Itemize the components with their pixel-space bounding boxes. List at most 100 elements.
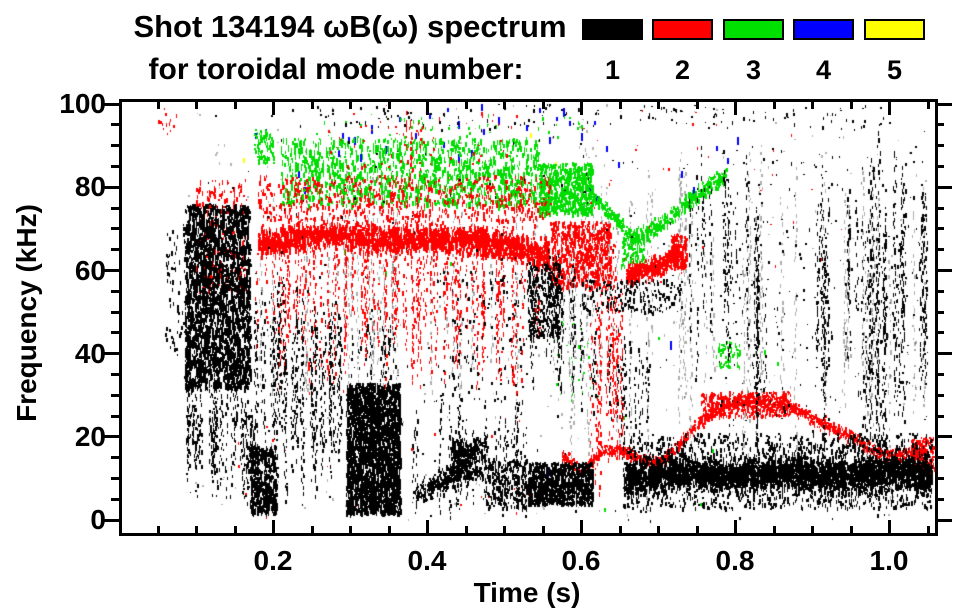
x-minor-tick: [387, 102, 391, 109]
y-tick-label: 40: [74, 337, 106, 369]
x-minor-tick: [541, 526, 545, 533]
legend-label-n5: 5: [886, 55, 903, 85]
x-tick-label: 0.4: [407, 545, 447, 576]
x-minor-tick: [657, 102, 660, 109]
x-minor-tick: [195, 526, 198, 533]
y-minor-tick: [936, 393, 944, 397]
x-minor-tick: [772, 526, 776, 533]
x-minor-tick: [310, 102, 314, 109]
x-major-tick: [272, 102, 275, 115]
y-major-tick: [103, 102, 119, 106]
y-major-tick: [103, 269, 119, 273]
y-minor-tick: [111, 476, 119, 480]
y-minor-tick: [111, 165, 119, 169]
y-minor-tick: [111, 248, 119, 252]
y-minor-tick: [936, 206, 944, 210]
legend-swatch-n3: [723, 19, 784, 40]
x-major-tick: [426, 520, 429, 533]
x-minor-tick: [464, 102, 468, 109]
y-tick-label: 20: [74, 420, 106, 452]
y-minor-tick: [936, 310, 944, 314]
y-minor-tick: [111, 414, 119, 418]
x-minor-tick: [503, 102, 506, 109]
y-major-tick: [936, 102, 952, 106]
x-minor-tick: [811, 526, 814, 533]
y-minor-tick: [936, 144, 944, 148]
y-major-tick: [936, 269, 952, 273]
x-minor-tick: [618, 526, 622, 533]
figure-subtitle: for toroidal mode number:: [148, 53, 524, 86]
y-major-tick: [103, 185, 119, 189]
y-minor-tick: [936, 248, 944, 252]
y-axis-label: Frequency (kHz): [11, 204, 42, 422]
x-minor-tick: [156, 526, 160, 533]
x-tick-label: 1.0: [869, 545, 909, 576]
x-minor-tick: [156, 102, 160, 109]
y-minor-tick: [111, 123, 119, 127]
x-major-tick: [580, 102, 583, 115]
x-minor-tick: [233, 526, 237, 533]
y-major-tick: [936, 435, 952, 439]
x-minor-tick: [849, 102, 853, 109]
y-minor-tick: [111, 456, 119, 460]
y-minor-tick: [936, 372, 944, 376]
legend-label-n4: 4: [815, 55, 832, 85]
legend-label-n2: 2: [674, 55, 691, 85]
x-major-tick: [580, 520, 583, 533]
x-minor-tick: [772, 102, 776, 109]
y-minor-tick: [111, 206, 119, 210]
y-minor-tick: [936, 331, 944, 335]
legend-swatch-n4: [793, 19, 854, 40]
x-minor-tick: [849, 526, 853, 533]
y-tick-label: 0: [90, 504, 106, 535]
x-minor-tick: [811, 102, 814, 109]
legend-swatch-n2: [652, 19, 713, 40]
x-minor-tick: [503, 526, 506, 533]
x-major-tick: [272, 520, 275, 533]
y-minor-tick: [936, 497, 944, 501]
x-minor-tick: [695, 526, 699, 533]
y-major-tick: [936, 518, 952, 522]
y-major-tick: [936, 352, 952, 356]
y-major-tick: [936, 185, 952, 189]
x-tick-label: 0.6: [561, 545, 601, 576]
x-minor-tick: [926, 526, 930, 533]
y-minor-tick: [936, 227, 944, 231]
y-minor-tick: [111, 289, 119, 293]
x-minor-tick: [349, 102, 352, 109]
legend-label-n1: 1: [604, 55, 621, 85]
x-minor-tick: [310, 526, 314, 533]
x-major-tick: [426, 102, 429, 115]
y-minor-tick: [936, 289, 944, 293]
y-major-tick: [103, 518, 119, 522]
x-major-tick: [888, 102, 891, 115]
legend-label-n3: 3: [745, 55, 762, 85]
plot-frame: [119, 99, 938, 536]
y-minor-tick: [111, 497, 119, 501]
legend-swatch-n1: [582, 19, 643, 40]
y-tick-label: 100: [59, 88, 106, 120]
y-minor-tick: [936, 414, 944, 418]
x-minor-tick: [195, 102, 198, 109]
y-tick-label: 60: [74, 254, 106, 286]
y-minor-tick: [936, 456, 944, 460]
x-minor-tick: [233, 102, 237, 109]
y-tick-label: 80: [74, 171, 106, 203]
x-minor-tick: [618, 102, 622, 109]
y-minor-tick: [111, 372, 119, 376]
x-major-tick: [734, 102, 737, 115]
x-major-tick: [888, 520, 891, 533]
y-minor-tick: [111, 393, 119, 397]
plot-area: [122, 102, 935, 533]
x-minor-tick: [541, 102, 545, 109]
y-major-tick: [103, 435, 119, 439]
figure-title: Shot 134194 ωB(ω) spectrum: [133, 9, 567, 44]
y-minor-tick: [936, 123, 944, 127]
legend-swatch-n5: [864, 19, 925, 40]
x-minor-tick: [926, 102, 930, 109]
y-minor-tick: [111, 144, 119, 148]
y-minor-tick: [111, 310, 119, 314]
x-tick-label: 0.2: [253, 545, 293, 576]
y-minor-tick: [111, 227, 119, 231]
